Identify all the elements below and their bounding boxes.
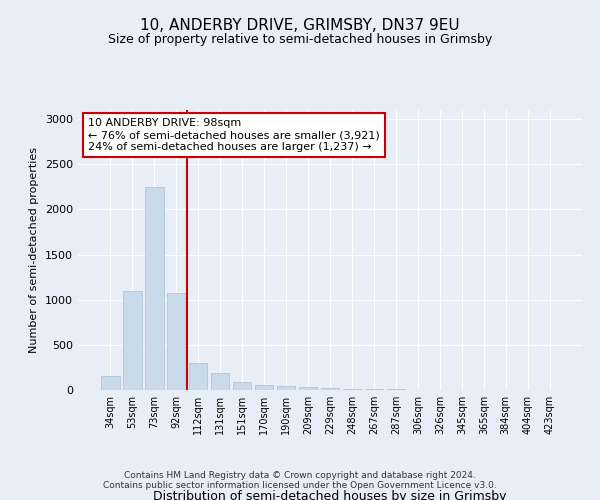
Bar [320,388,340,390]
Text: 10, ANDERBY DRIVE, GRIMSBY, DN37 9EU: 10, ANDERBY DRIVE, GRIMSBY, DN37 9EU [140,18,460,32]
Bar [299,388,317,390]
Bar [255,385,274,390]
Bar [145,187,164,390]
Bar [343,388,361,390]
Bar [189,363,208,390]
Bar [167,293,185,390]
Bar [211,374,229,390]
Bar [277,386,295,390]
Text: 10 ANDERBY DRIVE: 98sqm
← 76% of semi-detached houses are smaller (3,921)
24% of: 10 ANDERBY DRIVE: 98sqm ← 76% of semi-de… [88,118,380,152]
Bar [365,389,383,390]
X-axis label: Distribution of semi-detached houses by size in Grimsby: Distribution of semi-detached houses by … [153,490,507,500]
Text: Size of property relative to semi-detached houses in Grimsby: Size of property relative to semi-detach… [108,32,492,46]
Text: Contains HM Land Registry data © Crown copyright and database right 2024.
Contai: Contains HM Land Registry data © Crown c… [103,470,497,490]
Y-axis label: Number of semi-detached properties: Number of semi-detached properties [29,147,40,353]
Bar [123,290,142,390]
Bar [101,376,119,390]
Bar [233,382,251,390]
